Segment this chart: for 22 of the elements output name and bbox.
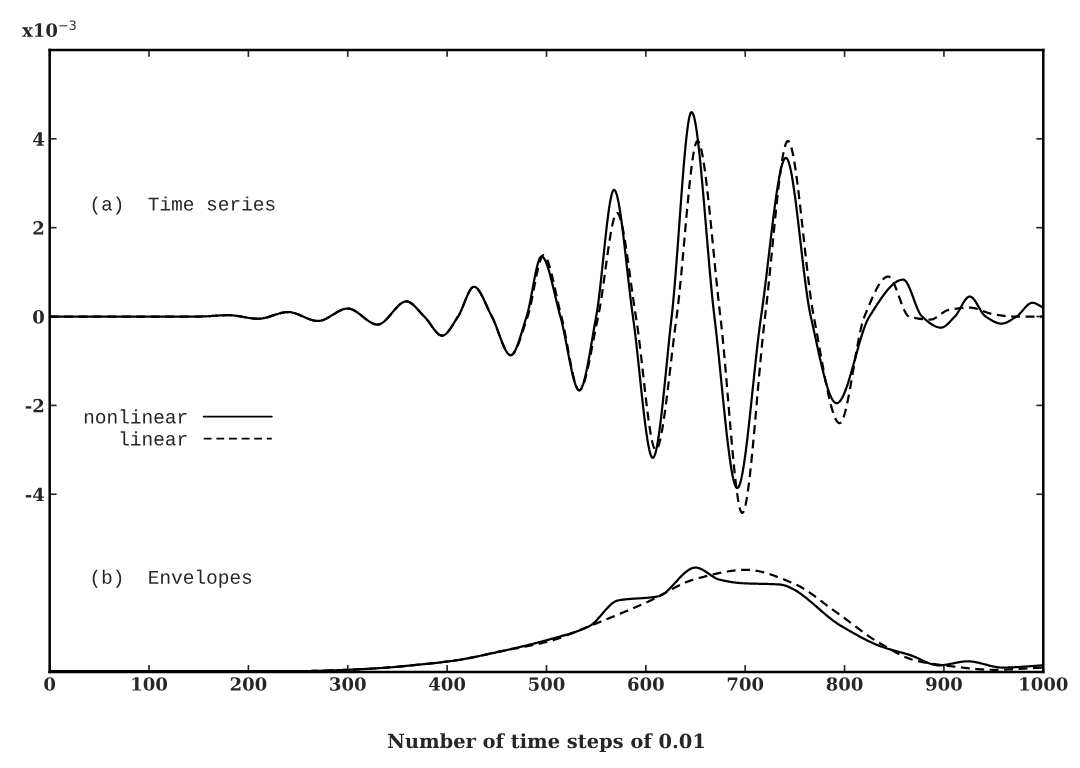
y-tick-label: 0: [33, 309, 44, 324]
y-tick-label: -2: [25, 398, 44, 413]
x-tick-label: 400: [429, 677, 466, 691]
x-tick-label: 900: [926, 677, 962, 691]
legend-label: linear: [120, 431, 187, 446]
x-tick-label: 1000: [1020, 677, 1068, 691]
y-tick-label: -4: [25, 487, 45, 502]
y-tick-label: 2: [33, 221, 44, 235]
y-tick-label: 4: [33, 132, 45, 146]
x-tick-label: 800: [826, 677, 863, 691]
x-tick-label: 700: [727, 677, 764, 691]
x-tick-label: 100: [132, 677, 168, 691]
annotation: (b) Envelopes: [92, 569, 252, 588]
x-tick-label: 200: [230, 677, 267, 691]
x-tick-label: 0: [44, 677, 56, 691]
x-tick-label: 300: [330, 677, 366, 691]
x-axis-title: Number of time steps of 0.01: [387, 733, 704, 753]
legend-label: nonlinear: [84, 409, 187, 424]
y-axis-title: x10$^{−3}$: [22, 20, 76, 37]
annotation: (a) Time series: [92, 196, 275, 215]
x-tick-label: 500: [529, 677, 565, 691]
x-tick-label: 600: [628, 677, 664, 691]
